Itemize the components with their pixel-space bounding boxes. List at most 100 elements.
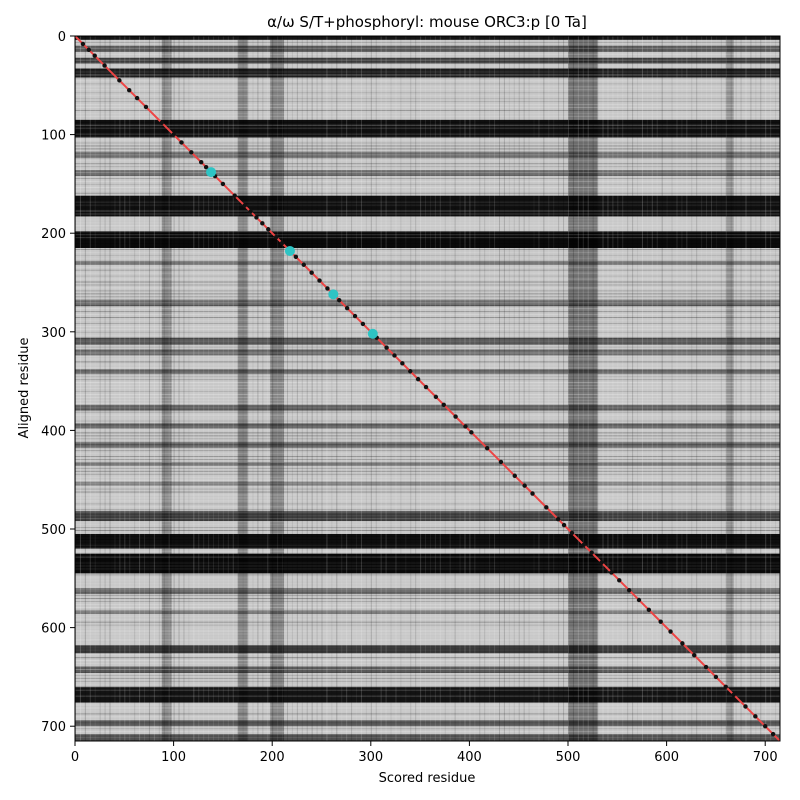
x-tick-label: 0 (71, 750, 79, 765)
texture-line (75, 408, 780, 410)
texture-line (75, 370, 780, 372)
texture-line (75, 56, 780, 58)
texture-line (75, 612, 780, 614)
texture-line (454, 36, 456, 741)
texture-line (75, 509, 780, 511)
plot-frame (74, 35, 781, 742)
diagonal-marker (248, 209, 253, 214)
diagonal-marker (441, 402, 446, 407)
texture-line (75, 139, 780, 141)
diagonal-marker (423, 384, 429, 390)
highlight-points (206, 167, 378, 339)
diagonal-marker (171, 132, 176, 137)
texture-line (75, 260, 780, 262)
row-band (75, 553, 780, 574)
diagonal-marker (309, 270, 314, 275)
diagonal-marker (463, 424, 468, 429)
texture-line (75, 657, 780, 659)
texture-line (272, 36, 274, 741)
texture-line (75, 515, 780, 517)
texture-line (217, 36, 219, 741)
row-band (75, 481, 780, 486)
texture-line (75, 556, 780, 558)
texture-line (627, 36, 629, 741)
diagonal-marker (680, 641, 685, 646)
texture-line (474, 36, 476, 741)
texture-line (75, 302, 780, 304)
diagonal-marker (352, 313, 358, 319)
texture-line (75, 680, 780, 682)
texture-line (513, 36, 515, 741)
texture-line (720, 36, 722, 741)
texture-line (75, 204, 780, 206)
texture-line (75, 435, 780, 437)
texture-line (75, 470, 780, 472)
texture-line (75, 544, 780, 546)
row-band (75, 511, 780, 522)
texture-line (538, 36, 540, 741)
texture-line (420, 36, 422, 741)
texture-line (75, 606, 780, 608)
texture-line (710, 36, 712, 741)
x-tick-label: 600 (654, 750, 679, 765)
texture-line (479, 36, 481, 741)
texture-line (75, 269, 780, 271)
texture-line (168, 36, 170, 741)
texture-line (75, 447, 780, 449)
texture-line (75, 379, 780, 381)
texture-line (494, 36, 496, 741)
texture-line (75, 47, 780, 49)
diagonal-marker (293, 254, 299, 260)
diagonal-marker (260, 221, 265, 226)
texture-line (75, 367, 780, 369)
texture-line (75, 281, 780, 283)
texture-line (75, 698, 780, 700)
texture-line (75, 80, 780, 82)
texture-line (671, 36, 673, 741)
texture-line (75, 683, 780, 685)
texture-line (75, 390, 780, 392)
texture-line (400, 36, 402, 741)
texture-line (75, 157, 780, 159)
texture-line (75, 547, 780, 549)
texture-line (237, 36, 239, 741)
texture-line (75, 710, 780, 712)
texture-line (75, 450, 780, 452)
row-band (75, 442, 780, 449)
texture-line (75, 497, 780, 499)
texture-line (75, 482, 780, 484)
row-band (75, 337, 780, 345)
texture-line (178, 36, 180, 741)
y-tick-label: 700 (41, 720, 66, 735)
texture-line (75, 121, 780, 123)
column-band (568, 36, 598, 741)
texture-line (75, 609, 780, 611)
texture-line (434, 36, 436, 741)
diagonal-marker (189, 150, 194, 155)
texture-line (612, 36, 614, 741)
diagonal-marker (325, 286, 330, 291)
texture-line (75, 169, 780, 171)
x-tick-label: 200 (260, 750, 285, 765)
texture-line (75, 293, 780, 295)
texture-line (365, 36, 367, 741)
texture-line (681, 36, 683, 741)
texture-line (75, 180, 780, 182)
highlight-point (367, 328, 378, 339)
texture-line (75, 195, 780, 197)
texture-line (75, 707, 780, 709)
texture-line (75, 518, 780, 520)
diagonal-marker (143, 104, 149, 110)
texture-line (75, 290, 780, 292)
texture-line (75, 615, 780, 617)
texture-line (75, 512, 780, 514)
texture-line (75, 145, 780, 147)
texture-line (75, 506, 780, 508)
texture-line (651, 36, 653, 741)
x-tick-label: 300 (358, 750, 383, 765)
texture-line (75, 243, 780, 245)
y-tick-label: 500 (41, 523, 66, 538)
texture-line (730, 36, 732, 741)
texture-line (503, 36, 505, 741)
texture-line (75, 112, 780, 114)
